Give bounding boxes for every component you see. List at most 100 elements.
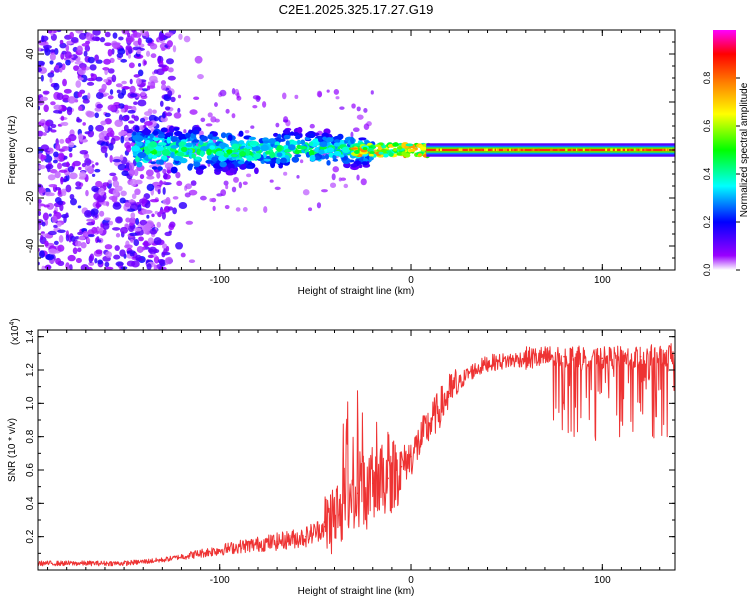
band-blob [238, 130, 244, 137]
noise-dot [150, 53, 157, 59]
noise-dot [49, 53, 56, 61]
noise-dot [137, 204, 142, 212]
noise-dot [66, 108, 73, 116]
band-blob [173, 155, 183, 161]
band-blob [269, 151, 276, 159]
band-blob [170, 166, 178, 174]
noise-dot [43, 204, 50, 208]
noise-dot [47, 174, 56, 181]
noise-dot [103, 58, 111, 65]
colorbar: 0.0 0.2 0.4 0.6 0.8 Normalized spectral ampl… [702, 30, 750, 276]
noise-dot [80, 74, 88, 83]
noise-dot [88, 124, 94, 132]
faint-dot [235, 207, 241, 212]
snr-x-tick-label: -100 [210, 575, 230, 586]
noise-dot [75, 186, 82, 190]
narrow-blob [350, 147, 359, 150]
carrier-speck [607, 148, 610, 151]
noise-dot [141, 208, 148, 215]
faint-dot [275, 122, 280, 128]
noise-dot [109, 172, 117, 177]
snr-point [276, 540, 278, 543]
noise-dot [94, 213, 98, 219]
noise-dot [158, 64, 168, 68]
band-blob [245, 165, 253, 169]
noise-dot [108, 142, 114, 151]
narrow-blob [386, 150, 392, 153]
noise-dot [49, 192, 55, 197]
narrow-blob [419, 146, 427, 151]
noise-dot [59, 138, 65, 144]
band-blob [176, 151, 185, 157]
band-blob [361, 161, 369, 166]
noise-dot [77, 105, 83, 111]
noise-dot [104, 244, 113, 250]
narrow-blob [392, 142, 399, 147]
noise-dot [146, 214, 150, 219]
noise-dot [144, 223, 152, 232]
noise-dot [146, 175, 155, 180]
noise-dot [152, 109, 157, 114]
noise-dot [128, 133, 132, 137]
carrier-speck [582, 148, 585, 151]
band-blob [158, 159, 165, 165]
noise-dot [109, 89, 114, 95]
noise-dot [139, 174, 145, 180]
noise-dot [69, 172, 78, 180]
noise-dot [47, 230, 57, 236]
band-blob [296, 139, 301, 145]
faint-dot [356, 114, 364, 120]
noise-dot [120, 107, 125, 113]
band-blob [299, 145, 308, 150]
noise-dot [115, 233, 121, 238]
noise-dot [77, 91, 83, 98]
noise-dot [117, 163, 127, 171]
noise-dot [75, 80, 82, 88]
noise-dot [55, 143, 61, 151]
faint-dot [329, 182, 337, 188]
noise-dot [124, 244, 133, 249]
band-blob [332, 154, 337, 160]
band-blob [170, 135, 178, 143]
faint-dot [302, 189, 310, 196]
band-blob [193, 161, 201, 167]
faint-dot [321, 189, 328, 193]
faint-dot [332, 166, 340, 173]
noise-dot [69, 31, 75, 39]
noise-dot [38, 42, 48, 46]
snr-series-points [38, 354, 675, 565]
faint-dot [282, 119, 289, 123]
noise-dot [49, 77, 53, 84]
faint-dot [363, 108, 368, 113]
band-blob [268, 138, 277, 144]
snr-point [305, 535, 307, 538]
faint-dot [252, 95, 260, 100]
noise-dot [125, 217, 131, 223]
band-blob [289, 131, 295, 136]
band-blob [222, 165, 229, 173]
noise-dot [185, 220, 194, 225]
noise-dot [129, 78, 133, 85]
noise-dot [45, 121, 50, 127]
band-blob [200, 150, 205, 157]
band-blob [160, 155, 168, 161]
colorbar-label: Normalized spectral amplitude [739, 82, 750, 217]
snr-point [429, 422, 431, 425]
noise-dot [131, 193, 137, 200]
band-blob [173, 127, 180, 131]
narrow-blob [396, 146, 403, 150]
carrier-speck [550, 148, 553, 151]
noise-dot [124, 114, 130, 121]
noise-dot [133, 32, 142, 38]
spectrogram-y-tick-label: -40 [25, 238, 36, 253]
noise-dot [48, 213, 52, 217]
band-blob [263, 158, 271, 162]
noise-dot [135, 254, 142, 262]
noise-dot [56, 222, 62, 227]
noise-dot [67, 96, 76, 104]
noise-dot [88, 261, 95, 266]
noise-dot [72, 247, 78, 255]
carrier-speck [589, 148, 592, 151]
noise-dot [104, 31, 111, 38]
noise-dot [39, 96, 49, 102]
